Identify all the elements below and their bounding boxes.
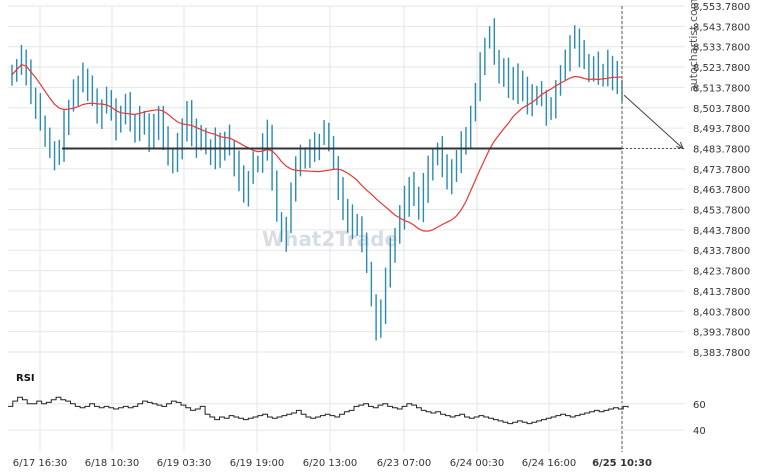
rsi-line [8,396,629,425]
y-tick-label: 8,443.7800 [693,226,750,237]
price-series [11,18,623,341]
x-axis: 6/17 16:30 6/18 10:30 6/19 03:30 6/19 19:00… [13,458,652,469]
x-tick-label: 6/24 16:00 [522,458,576,469]
y-tick-label: 8,423.7800 [693,267,750,278]
x-tick-label: 6/18 10:30 [85,458,139,469]
y-tick-label: 8,523.7800 [693,63,750,74]
x-tick-label: 6/20 13:00 [303,458,357,469]
y-tick-label: 8,533.7800 [693,43,750,54]
rsi-label: RSI [16,373,35,384]
rsi-tick-label: 60 [693,400,706,411]
y-tick-label: 8,393.7800 [693,328,750,339]
y-tick-label: 8,503.7800 [693,104,750,115]
y-tick-label: 8,433.7800 [693,246,750,257]
y-tick-label: 8,473.7800 [693,165,750,176]
brand-label: autochartist.com [687,0,700,92]
y-tick-label: 8,553.7800 [693,2,750,13]
y-tick-label: 8,413.7800 [693,287,750,298]
x-tick-label: 6/23 07:00 [377,458,431,469]
y-axis: 8,553.7800 8,543.7800 8,533.7800 8,523.7800… [693,2,750,359]
x-tick-label: 6/19 03:30 [157,458,211,469]
projection-arrow-head [676,141,684,150]
moving-average-line [11,63,623,232]
y-tick-label: 8,453.7800 [693,206,750,217]
rsi-tick-label: 40 [693,426,706,437]
y-tick-label: 8,513.7800 [693,83,750,94]
overlays [11,6,685,452]
y-tick-label: 8,483.7800 [693,144,750,155]
y-tick-label: 8,403.7800 [693,307,750,318]
y-tick-label: 8,543.7800 [693,22,750,33]
watermark: What2Trade [262,227,398,251]
x-tick-label: 6/19 19:00 [230,458,284,469]
x-tick-label: 6/25 10:30 [592,458,652,469]
x-tick-label: 6/24 00:30 [450,458,504,469]
x-tick-label: 6/17 16:30 [13,458,67,469]
projection-arrow [623,94,684,149]
y-tick-label: 8,493.7800 [693,124,750,135]
y-tick-label: 8,463.7800 [693,185,750,196]
y-tick-label: 8,383.7800 [693,348,750,359]
rsi-panel: RSI 60 40 [8,373,706,437]
